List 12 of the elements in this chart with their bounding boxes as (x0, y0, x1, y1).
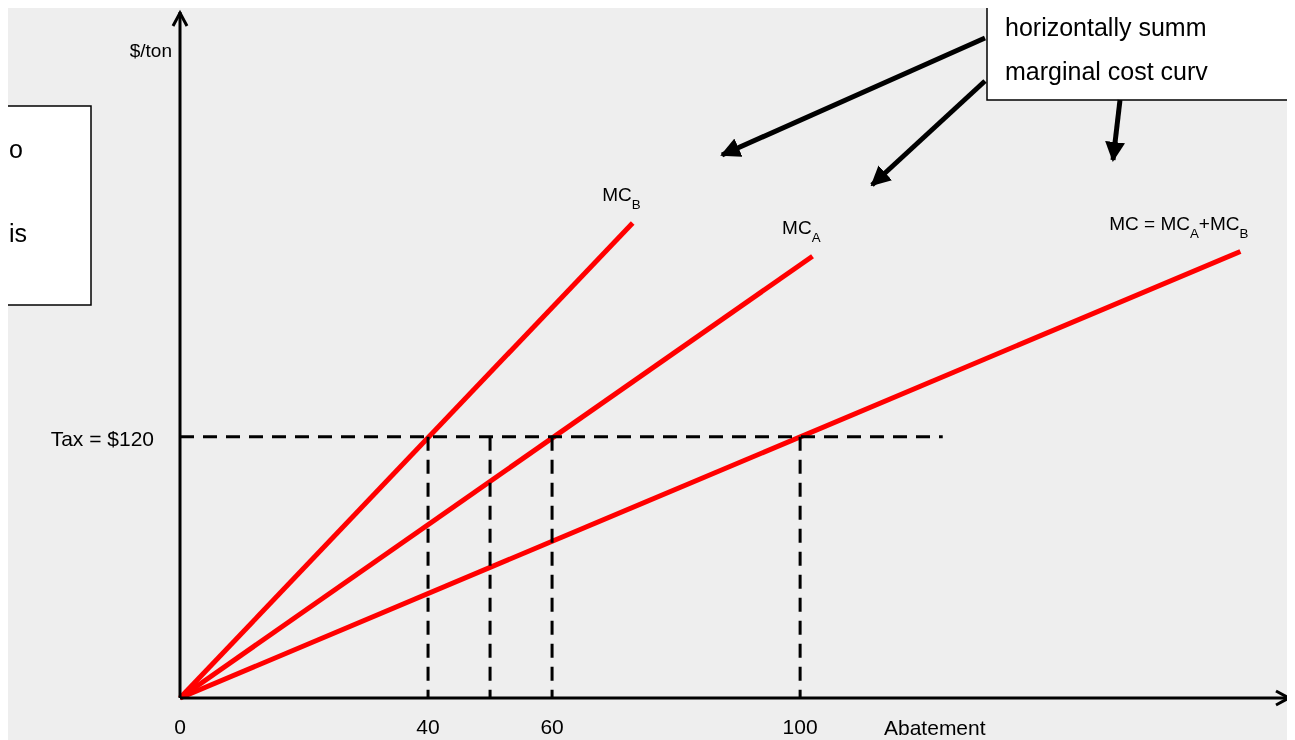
x-tick-label: 100 (782, 715, 818, 738)
text: horizontally summ marginal cost curv (1005, 13, 1209, 85)
x-tick-label: 0 (174, 715, 186, 738)
x-tick-label: 40 (416, 715, 440, 738)
text: Tax = $120 (50, 427, 154, 450)
series-label: MC = MC$_{A}$+MC$_{B}$ (1109, 212, 1249, 240)
series-label: MC$_{A}$ (782, 217, 821, 245)
text: o is (9, 135, 28, 247)
text: $/ton (129, 40, 172, 61)
series-label: MC$_{B}$ (602, 184, 641, 212)
x-axis-title: Abatement (884, 716, 986, 739)
x-tick-label: 60 (540, 715, 564, 738)
